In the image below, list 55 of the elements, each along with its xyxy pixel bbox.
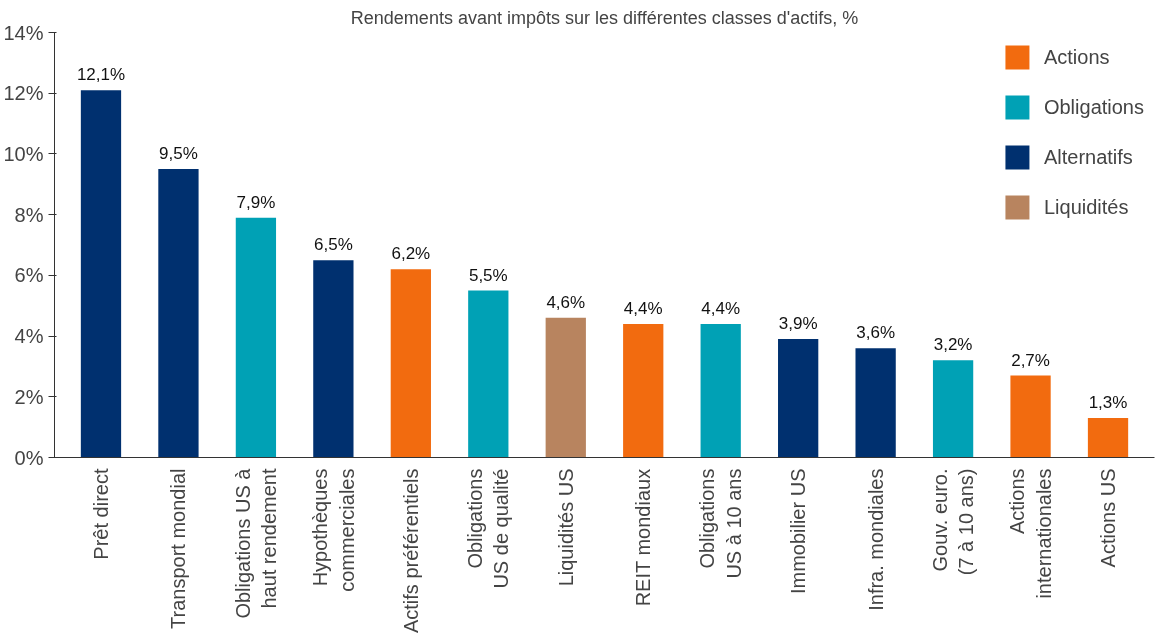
data-label: 2,7% [1011, 350, 1050, 370]
y-tick-label: 10% [3, 142, 44, 165]
legend-label: Alternatifs [1043, 145, 1133, 169]
data-label: 4,6% [546, 292, 586, 312]
bar [80, 90, 122, 458]
data-label: 5,5% [468, 265, 508, 285]
x-tick-label: Obligations US à haut rendement [231, 467, 281, 619]
data-label: 12,1% [76, 65, 126, 85]
bar [468, 290, 509, 458]
bar [235, 217, 277, 458]
data-label: 3,9% [778, 314, 818, 334]
data-label: 3,2% [933, 335, 973, 355]
y-tick-label: 8% [14, 203, 44, 226]
bar [1010, 375, 1051, 458]
legend-label: Actions [1043, 45, 1110, 69]
data-label: 7,9% [236, 192, 276, 212]
y-tick-label: 6% [14, 264, 44, 287]
x-tick-label: Liquidités US [554, 468, 577, 587]
x-tick-label: Actions internationales [1006, 468, 1055, 599]
x-tick-label: Actions US [1097, 468, 1120, 568]
x-tick-label: Hypothèques commerciales [309, 468, 358, 592]
bar [545, 317, 586, 458]
bar [313, 260, 354, 458]
x-tick-label: Obligations US à 10 ans [696, 468, 745, 579]
x-tick-label: Actifs préférentiels [399, 468, 422, 634]
y-tick-label: 4% [14, 325, 44, 348]
data-label: 4,4% [623, 298, 663, 318]
y-tick-label: 12% [3, 82, 44, 105]
data-label: 3,6% [856, 323, 895, 343]
x-tick-label: Gouv. euro. (7 à 10 ans) [928, 468, 978, 576]
chart-title: Rendements avant impôts sur les différentes classes d'actifs, % [350, 7, 859, 28]
x-tick-label: Transport mondial [167, 468, 190, 629]
bar [158, 169, 199, 458]
bar [700, 323, 741, 458]
data-label: 9,5% [159, 144, 198, 164]
bar [623, 323, 664, 458]
x-tick-label: Prêt direct [89, 468, 112, 560]
data-label: 6,5% [314, 235, 353, 255]
data-label: 1,3% [1088, 393, 1128, 413]
x-tick-label: REIT mondiaux [632, 468, 655, 607]
x-tick-label: Obligations US de qualité [464, 468, 513, 589]
x-tick-label: Immobilier US [787, 468, 810, 595]
y-tick-label: 2% [14, 385, 44, 408]
bar [1087, 418, 1129, 458]
y-tick-label: 14% [3, 21, 44, 44]
bar [932, 360, 974, 458]
bar [390, 269, 431, 458]
bar [778, 339, 819, 458]
data-label: 4,4% [701, 298, 741, 318]
bar [855, 348, 896, 458]
legend-label: Obligations [1043, 95, 1144, 119]
x-tick-label: Infra. mondiales [864, 468, 887, 611]
legend-label: Liquidités [1043, 195, 1129, 219]
y-tick-label: 0% [14, 446, 44, 469]
data-label: 6,2% [391, 244, 431, 264]
